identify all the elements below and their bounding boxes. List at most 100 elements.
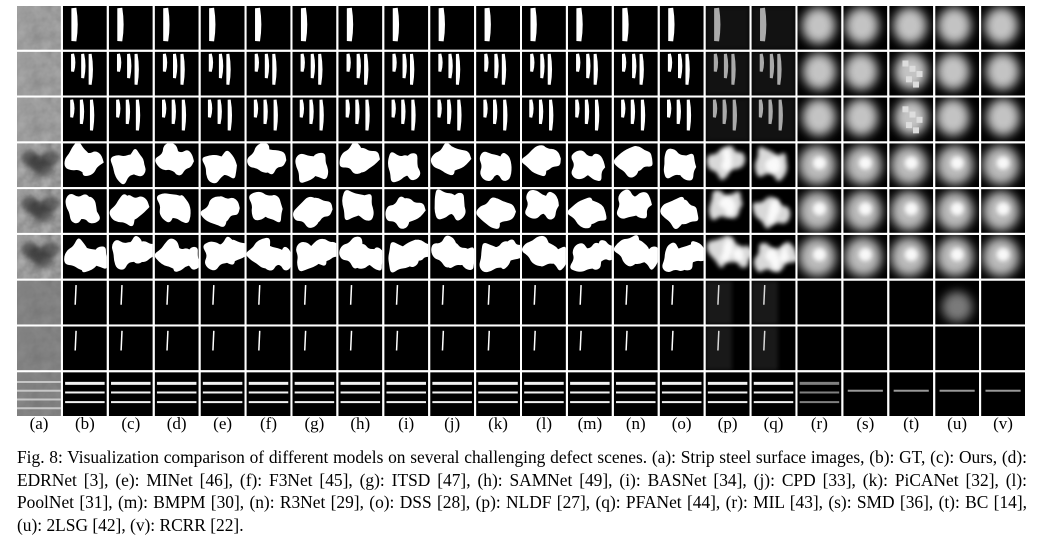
thumbnail xyxy=(384,326,429,371)
thumbnail xyxy=(705,51,750,96)
thumbnail xyxy=(154,234,199,279)
column-label: (u) xyxy=(947,414,967,433)
thumbnail xyxy=(751,51,796,96)
thumbnail xyxy=(935,372,980,416)
thumbnail xyxy=(889,143,934,188)
column-label: (m) xyxy=(577,414,603,433)
thumbnail xyxy=(522,326,566,371)
thumbnail xyxy=(659,234,704,279)
thumbnail xyxy=(476,326,520,371)
thumbnail xyxy=(889,234,934,279)
thumbnail xyxy=(292,372,337,416)
thumbnail xyxy=(981,51,1025,96)
thumbnail xyxy=(613,97,658,142)
thumbnail xyxy=(246,326,291,371)
thumbnail xyxy=(843,143,888,188)
thumbnail xyxy=(476,6,520,50)
thumbnail xyxy=(200,372,245,416)
thumbnail xyxy=(935,97,980,142)
thumbnail xyxy=(200,234,245,279)
thumbnail xyxy=(613,143,658,188)
thumbnail xyxy=(659,6,704,50)
thumbnail xyxy=(981,326,1025,371)
thumbnail xyxy=(659,143,704,188)
thumbnail xyxy=(430,326,475,371)
thumbnail xyxy=(476,143,520,188)
thumbnail xyxy=(62,326,107,371)
thumbnail xyxy=(338,280,383,325)
thumbnail xyxy=(17,326,61,371)
thumbnail xyxy=(567,326,612,371)
thumbnail xyxy=(292,6,337,50)
thumbnail xyxy=(384,6,429,50)
thumbnail xyxy=(613,372,658,416)
thumbnail xyxy=(200,280,245,325)
thumbnail xyxy=(889,280,934,325)
thumbnail xyxy=(981,6,1025,50)
thumbnail xyxy=(292,143,337,188)
thumbnail xyxy=(751,326,796,371)
thumbnail xyxy=(476,189,520,233)
thumbnail xyxy=(154,51,199,96)
thumbnail xyxy=(246,51,291,96)
thumbnail xyxy=(613,234,658,279)
thumbnail xyxy=(843,372,888,416)
thumbnail xyxy=(338,143,383,188)
thumbnail xyxy=(889,189,934,233)
thumbnail xyxy=(200,6,245,50)
thumbnail xyxy=(430,97,475,142)
thumbnail xyxy=(292,234,337,279)
thumbnail xyxy=(981,372,1025,416)
thumbnail xyxy=(797,6,842,50)
thumbnail xyxy=(430,234,475,279)
thumbnail xyxy=(567,97,612,142)
thumbnail xyxy=(246,6,291,50)
thumbnail xyxy=(338,326,383,371)
thumbnail xyxy=(430,189,475,233)
thumbnail xyxy=(705,143,750,188)
column-label: (e) xyxy=(213,414,233,433)
thumbnail xyxy=(17,234,61,279)
thumbnail xyxy=(154,97,199,142)
thumbnail xyxy=(522,234,566,279)
thumbnail xyxy=(154,143,199,188)
column-label: (g) xyxy=(304,414,325,433)
thumbnail xyxy=(613,189,658,233)
thumbnail xyxy=(797,189,842,233)
thumbnail xyxy=(935,234,980,279)
thumbnail xyxy=(430,51,475,96)
thumbnail xyxy=(843,234,888,279)
thumbnail xyxy=(705,6,750,50)
thumbnail xyxy=(843,326,888,371)
thumbnail xyxy=(659,189,704,233)
thumbnail xyxy=(292,280,337,325)
thumbnail xyxy=(384,372,429,416)
thumbnail xyxy=(154,189,199,233)
thumbnail xyxy=(705,189,750,233)
thumbnail xyxy=(108,143,153,188)
thumbnail xyxy=(797,280,842,325)
thumbnail xyxy=(17,51,61,96)
thumbnail xyxy=(17,189,61,233)
thumbnail xyxy=(62,234,107,279)
thumbnail xyxy=(338,234,383,279)
thumbnail xyxy=(17,143,61,188)
thumbnail xyxy=(751,6,796,50)
thumbnail xyxy=(430,143,475,188)
thumbnail xyxy=(476,234,520,279)
thumbnail xyxy=(613,51,658,96)
thumbnail xyxy=(476,372,520,416)
thumbnail xyxy=(62,6,107,50)
thumbnail xyxy=(843,6,888,50)
thumbnail xyxy=(476,97,520,142)
caption-text: Visualization comparison of different mo… xyxy=(17,447,1027,535)
thumbnail xyxy=(613,280,658,325)
thumbnail xyxy=(935,143,980,188)
thumbnail xyxy=(522,143,566,188)
thumbnail xyxy=(17,280,61,325)
thumbnail xyxy=(338,51,383,96)
column-label: (o) xyxy=(671,414,692,433)
thumbnail xyxy=(246,234,291,279)
thumbnail xyxy=(246,143,291,188)
thumbnail xyxy=(154,6,199,50)
